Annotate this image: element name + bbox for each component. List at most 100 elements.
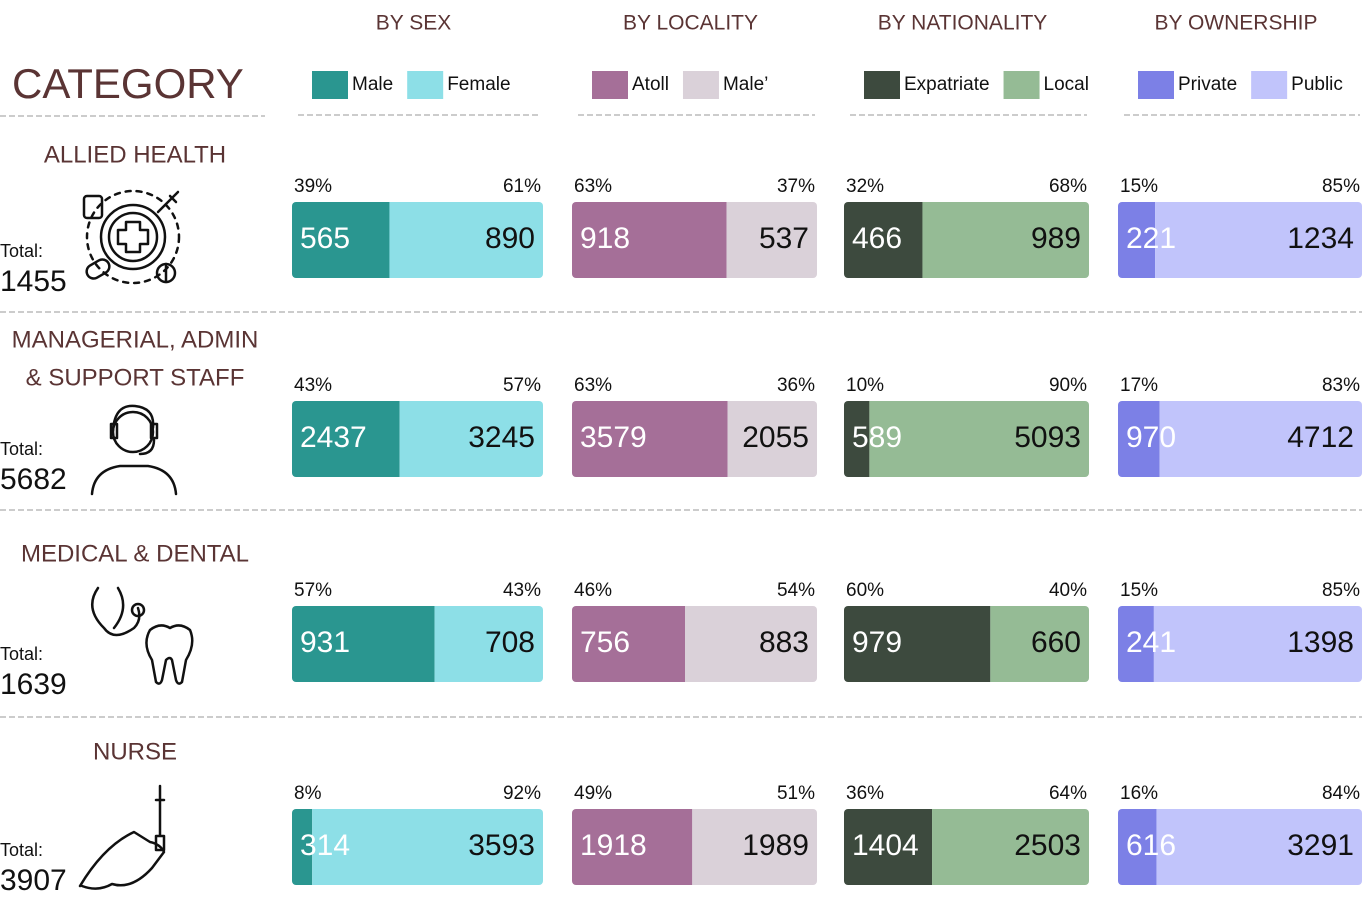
total-label: Total:	[0, 241, 43, 261]
legend-label: Local	[1044, 74, 1089, 95]
percent-label: 51%	[777, 783, 815, 804]
legend-swatch	[1004, 71, 1040, 99]
value-label: 1989	[742, 829, 809, 862]
percent-label: 85%	[1322, 176, 1360, 197]
total-value: 1639	[0, 668, 67, 701]
value-label: 3593	[468, 829, 535, 862]
group-title: BY LOCALITY	[623, 12, 758, 35]
value-label: 756	[580, 626, 630, 659]
row-title: & SUPPORT STAFF	[26, 364, 245, 391]
percent-label: 90%	[1049, 375, 1087, 396]
legend-swatch	[592, 71, 628, 99]
percent-label: 61%	[503, 176, 541, 197]
percent-label: 63%	[574, 375, 612, 396]
percent-label: 49%	[574, 783, 612, 804]
percent-label: 57%	[503, 375, 541, 396]
value-label: 931	[300, 626, 350, 659]
value-label: 466	[852, 222, 902, 255]
percent-label: 63%	[574, 176, 612, 197]
percent-label: 32%	[846, 176, 884, 197]
percent-label: 43%	[503, 580, 541, 601]
percent-label: 15%	[1120, 176, 1158, 197]
legend-swatch	[683, 71, 719, 99]
value-label: 537	[759, 222, 809, 255]
value-label: 1404	[852, 829, 919, 862]
percent-label: 60%	[846, 580, 884, 601]
legend-swatch	[407, 71, 443, 99]
group-title: BY SEX	[376, 12, 452, 35]
staff-icon	[92, 406, 176, 494]
legend-label: Female	[447, 74, 510, 95]
value-label: 1398	[1287, 626, 1354, 659]
percent-label: 57%	[294, 580, 332, 601]
total-value: 5682	[0, 463, 67, 496]
category-title: CATEGORY	[12, 60, 244, 107]
percent-label: 39%	[294, 176, 332, 197]
percent-label: 46%	[574, 580, 612, 601]
total-value: 3907	[0, 864, 67, 897]
value-label: 2437	[300, 421, 367, 454]
legend-label: Male’	[723, 74, 768, 95]
percent-label: 43%	[294, 375, 332, 396]
value-label: 3579	[580, 421, 647, 454]
legend-label: Private	[1178, 74, 1237, 95]
percent-label: 85%	[1322, 580, 1360, 601]
value-label: 589	[852, 421, 902, 454]
value-label: 708	[485, 626, 535, 659]
total-value: 1455	[0, 265, 67, 298]
value-label: 890	[485, 222, 535, 255]
percent-label: 83%	[1322, 375, 1360, 396]
total-label: Total:	[0, 439, 43, 459]
value-label: 1234	[1287, 222, 1354, 255]
value-label: 5093	[1014, 421, 1081, 454]
percent-label: 15%	[1120, 580, 1158, 601]
value-label: 2055	[742, 421, 809, 454]
percent-label: 36%	[846, 783, 884, 804]
value-label: 970	[1126, 421, 1176, 454]
legend-label: Male	[352, 74, 393, 95]
value-label: 979	[852, 626, 902, 659]
nurse-icon	[80, 786, 164, 889]
percent-label: 8%	[294, 783, 322, 804]
percent-label: 37%	[777, 176, 815, 197]
percent-label: 40%	[1049, 580, 1087, 601]
total-label: Total:	[0, 840, 43, 860]
legend-label: Atoll	[632, 74, 669, 95]
legend-swatch	[312, 71, 348, 99]
allied-health-icon	[84, 191, 179, 283]
value-label: 989	[1031, 222, 1081, 255]
value-label: 221	[1126, 222, 1176, 255]
group-title: BY NATIONALITY	[878, 12, 1048, 35]
total-label: Total:	[0, 644, 43, 664]
value-label: 3245	[468, 421, 535, 454]
percent-label: 68%	[1049, 176, 1087, 197]
value-label: 918	[580, 222, 630, 255]
percent-label: 84%	[1322, 783, 1360, 804]
group-title: BY OWNERSHIP	[1155, 12, 1318, 35]
row-title: NURSE	[93, 738, 177, 765]
percent-label: 10%	[846, 375, 884, 396]
legend-swatch	[1138, 71, 1174, 99]
value-label: 4712	[1287, 421, 1354, 454]
percent-label: 54%	[777, 580, 815, 601]
value-label: 241	[1126, 626, 1176, 659]
row-title: ALLIED HEALTH	[44, 141, 226, 168]
value-label: 565	[300, 222, 350, 255]
row-title: MANAGERIAL, ADMIN	[12, 326, 259, 353]
percent-label: 17%	[1120, 375, 1158, 396]
value-label: 2503	[1014, 829, 1081, 862]
percent-label: 36%	[777, 375, 815, 396]
value-label: 616	[1126, 829, 1176, 862]
percent-label: 16%	[1120, 783, 1158, 804]
legend-label: Expatriate	[904, 74, 990, 95]
percent-label: 92%	[503, 783, 541, 804]
legend-swatch	[1251, 71, 1287, 99]
legend-swatch	[864, 71, 900, 99]
infographic: CATEGORY BY SEX Male Female BY LOCALITY Atol…	[0, 0, 1362, 908]
legend-label: Public	[1291, 74, 1343, 95]
value-label: 314	[300, 829, 350, 862]
percent-label: 64%	[1049, 783, 1087, 804]
medical-icon	[92, 588, 192, 684]
value-label: 660	[1031, 626, 1081, 659]
value-label: 883	[759, 626, 809, 659]
